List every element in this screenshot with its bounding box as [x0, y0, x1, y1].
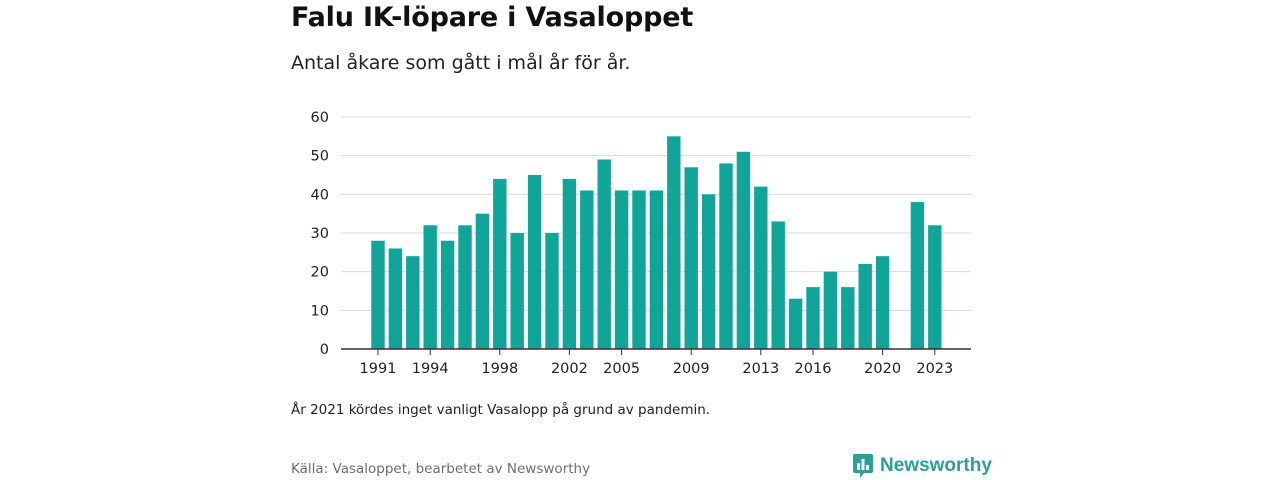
- x-tick-label: 2016: [795, 361, 832, 377]
- source-text: Källa: Vasaloppet, bearbetet av Newswort…: [291, 461, 591, 477]
- y-tick-label: 0: [320, 342, 329, 358]
- x-tick-label: 2013: [742, 361, 779, 377]
- bar-2019: [858, 263, 872, 349]
- bar-2018: [841, 287, 855, 349]
- bar-2015: [788, 298, 803, 349]
- bars: [371, 136, 942, 349]
- chart-title: Falu IK-löpare i Vasaloppet: [291, 2, 694, 33]
- bar-2011: [719, 163, 733, 349]
- bar-1995: [440, 240, 455, 349]
- bar-2005: [614, 190, 629, 349]
- bar-chart-speech-bubble-icon: [853, 454, 873, 478]
- y-tick-label: 10: [311, 303, 329, 319]
- bar-2000: [527, 175, 542, 349]
- bar-1998: [493, 178, 507, 349]
- brand-logo: Newsworthy: [852, 453, 992, 479]
- y-tick-label: 60: [311, 110, 329, 126]
- bar-1991: [371, 240, 385, 349]
- bar-2002: [562, 178, 577, 349]
- bar-2017: [823, 271, 838, 349]
- bar-2004: [597, 159, 611, 349]
- bar-1994: [423, 225, 437, 349]
- y-tick-label: 40: [311, 187, 329, 203]
- bar-2014: [771, 221, 785, 349]
- bar-2007: [649, 190, 664, 349]
- bar-2006: [632, 190, 646, 349]
- bar-2022: [910, 202, 925, 349]
- x-tick-label: 2009: [673, 361, 710, 377]
- bar-1996: [458, 225, 472, 349]
- x-tick-label: 2002: [551, 361, 588, 377]
- bar-2010: [701, 194, 716, 349]
- y-tick-label: 20: [311, 265, 329, 281]
- x-tick-label: 1994: [412, 361, 449, 377]
- bar-1999: [510, 233, 524, 349]
- bar-1993: [406, 256, 420, 349]
- y-tick-label: 50: [311, 149, 329, 165]
- bar-2016: [806, 287, 820, 349]
- y-tick-label: 30: [311, 226, 329, 242]
- x-tick-labels: 1991 1994 1998 2002 2005 2009 2013 2016 2020 2023: [360, 349, 953, 377]
- bar-2020: [875, 256, 890, 349]
- x-tick-label: 2005: [603, 361, 640, 377]
- bar-2013: [754, 186, 768, 349]
- bar-1992: [388, 248, 403, 349]
- chart-subtitle: Antal åkare som gått i mål år för år.: [291, 52, 631, 74]
- brand-name: Newsworthy: [880, 455, 992, 476]
- bar-2003: [580, 190, 594, 349]
- bar-2009: [684, 167, 698, 349]
- footnote: År 2021 kördes inget vanligt Vasalopp på…: [291, 402, 711, 418]
- bar-chart: 0 10 20 30 40 50 60 1991 1994 1998 2002 2005 2009 20…: [311, 110, 971, 377]
- bar-2001: [545, 233, 559, 349]
- y-tick-labels: 0 10 20 30 40 50 60: [311, 110, 329, 358]
- x-tick-label: 2020: [864, 361, 901, 377]
- bar-2008: [667, 136, 681, 349]
- bar-2023: [928, 225, 942, 349]
- bar-1997: [475, 213, 490, 349]
- x-tick-label: 1991: [360, 361, 397, 377]
- x-tick-label: 2023: [916, 361, 953, 377]
- bar-2012: [736, 151, 751, 349]
- x-tick-label: 1998: [481, 361, 518, 377]
